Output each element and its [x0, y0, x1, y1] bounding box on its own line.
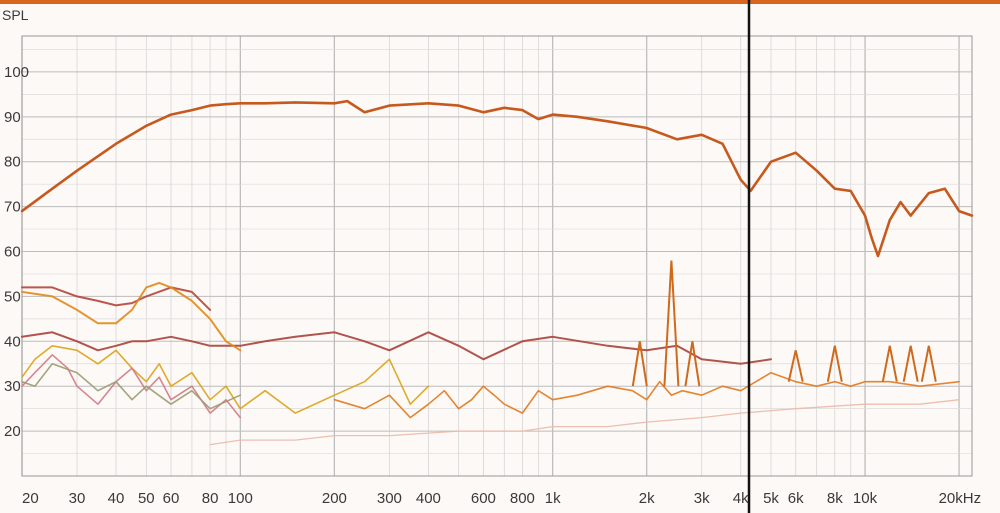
peak-mark-2 — [684, 341, 701, 387]
peak-mark-7 — [920, 345, 937, 382]
y-tick-label: 70 — [4, 199, 21, 216]
y-tick-label: 20 — [4, 423, 21, 440]
x-tick-label: 6k — [788, 490, 804, 507]
x-tick-label: 60 — [163, 490, 180, 507]
series-line-7 — [333, 371, 960, 419]
y-tick-label: 50 — [4, 288, 21, 305]
y-tick-label: 80 — [4, 154, 21, 171]
x-tick-label: 80 — [202, 490, 219, 507]
x-tick-label: 400 — [416, 490, 441, 507]
y-axis-title: SPL — [2, 7, 29, 23]
peak-mark-4 — [826, 345, 843, 382]
x-tick-label: 200 — [322, 490, 347, 507]
peak-mark-3 — [787, 350, 804, 382]
peak-mark-1 — [631, 341, 648, 387]
series-line-3 — [21, 281, 242, 352]
y-axis-ticks: 100 90 80 70 60 50 40 30 20 — [4, 64, 29, 440]
peak-mark-0 — [663, 260, 680, 387]
x-tick-label: 30 — [69, 490, 86, 507]
x-tick-label: 300 — [377, 490, 402, 507]
y-tick-label: 100 — [4, 64, 29, 81]
x-tick-label: 40 — [108, 490, 125, 507]
y-tick-label: 30 — [4, 378, 21, 395]
x-tick-label: 100 — [228, 490, 253, 507]
x-tick-label: 4k — [733, 490, 749, 507]
top-border — [0, 0, 1000, 4]
x-tick-label: 50 — [138, 490, 155, 507]
x-tick-label: 800 — [510, 490, 535, 507]
y-tick-label: 90 — [4, 109, 21, 126]
series-line-1 — [21, 331, 772, 365]
x-tick-label: 5k — [763, 490, 779, 507]
x-tick-label: 10k — [853, 490, 878, 507]
x-tick-label: 20kHz — [939, 490, 982, 507]
series-layer — [20, 99, 974, 446]
series-line-0 — [20, 99, 974, 258]
x-tick-label: 3k — [694, 490, 710, 507]
series-line-8 — [209, 399, 960, 446]
peak-mark-6 — [902, 345, 919, 382]
plot-frame — [21, 35, 973, 477]
peaks-layer — [631, 260, 937, 387]
y-tick-label: 60 — [4, 244, 21, 261]
series-line-5 — [21, 354, 242, 419]
y-tick-label: 40 — [4, 333, 21, 350]
x-tick-label: 8k — [827, 490, 843, 507]
x-tick-label: 20 — [22, 490, 39, 507]
series-line-2 — [21, 286, 212, 311]
x-axis-ticks: 20 30 40 50 60 80 100 200 300 400 600 800 1k 2k 3k 4k 5k… — [22, 490, 981, 507]
peak-mark-5 — [881, 345, 898, 382]
series-line-4 — [21, 345, 430, 414]
series-line-6 — [21, 363, 242, 410]
x-tick-label: 2k — [639, 490, 655, 507]
x-tick-label: 600 — [471, 490, 496, 507]
x-tick-label: 1k — [545, 490, 561, 507]
